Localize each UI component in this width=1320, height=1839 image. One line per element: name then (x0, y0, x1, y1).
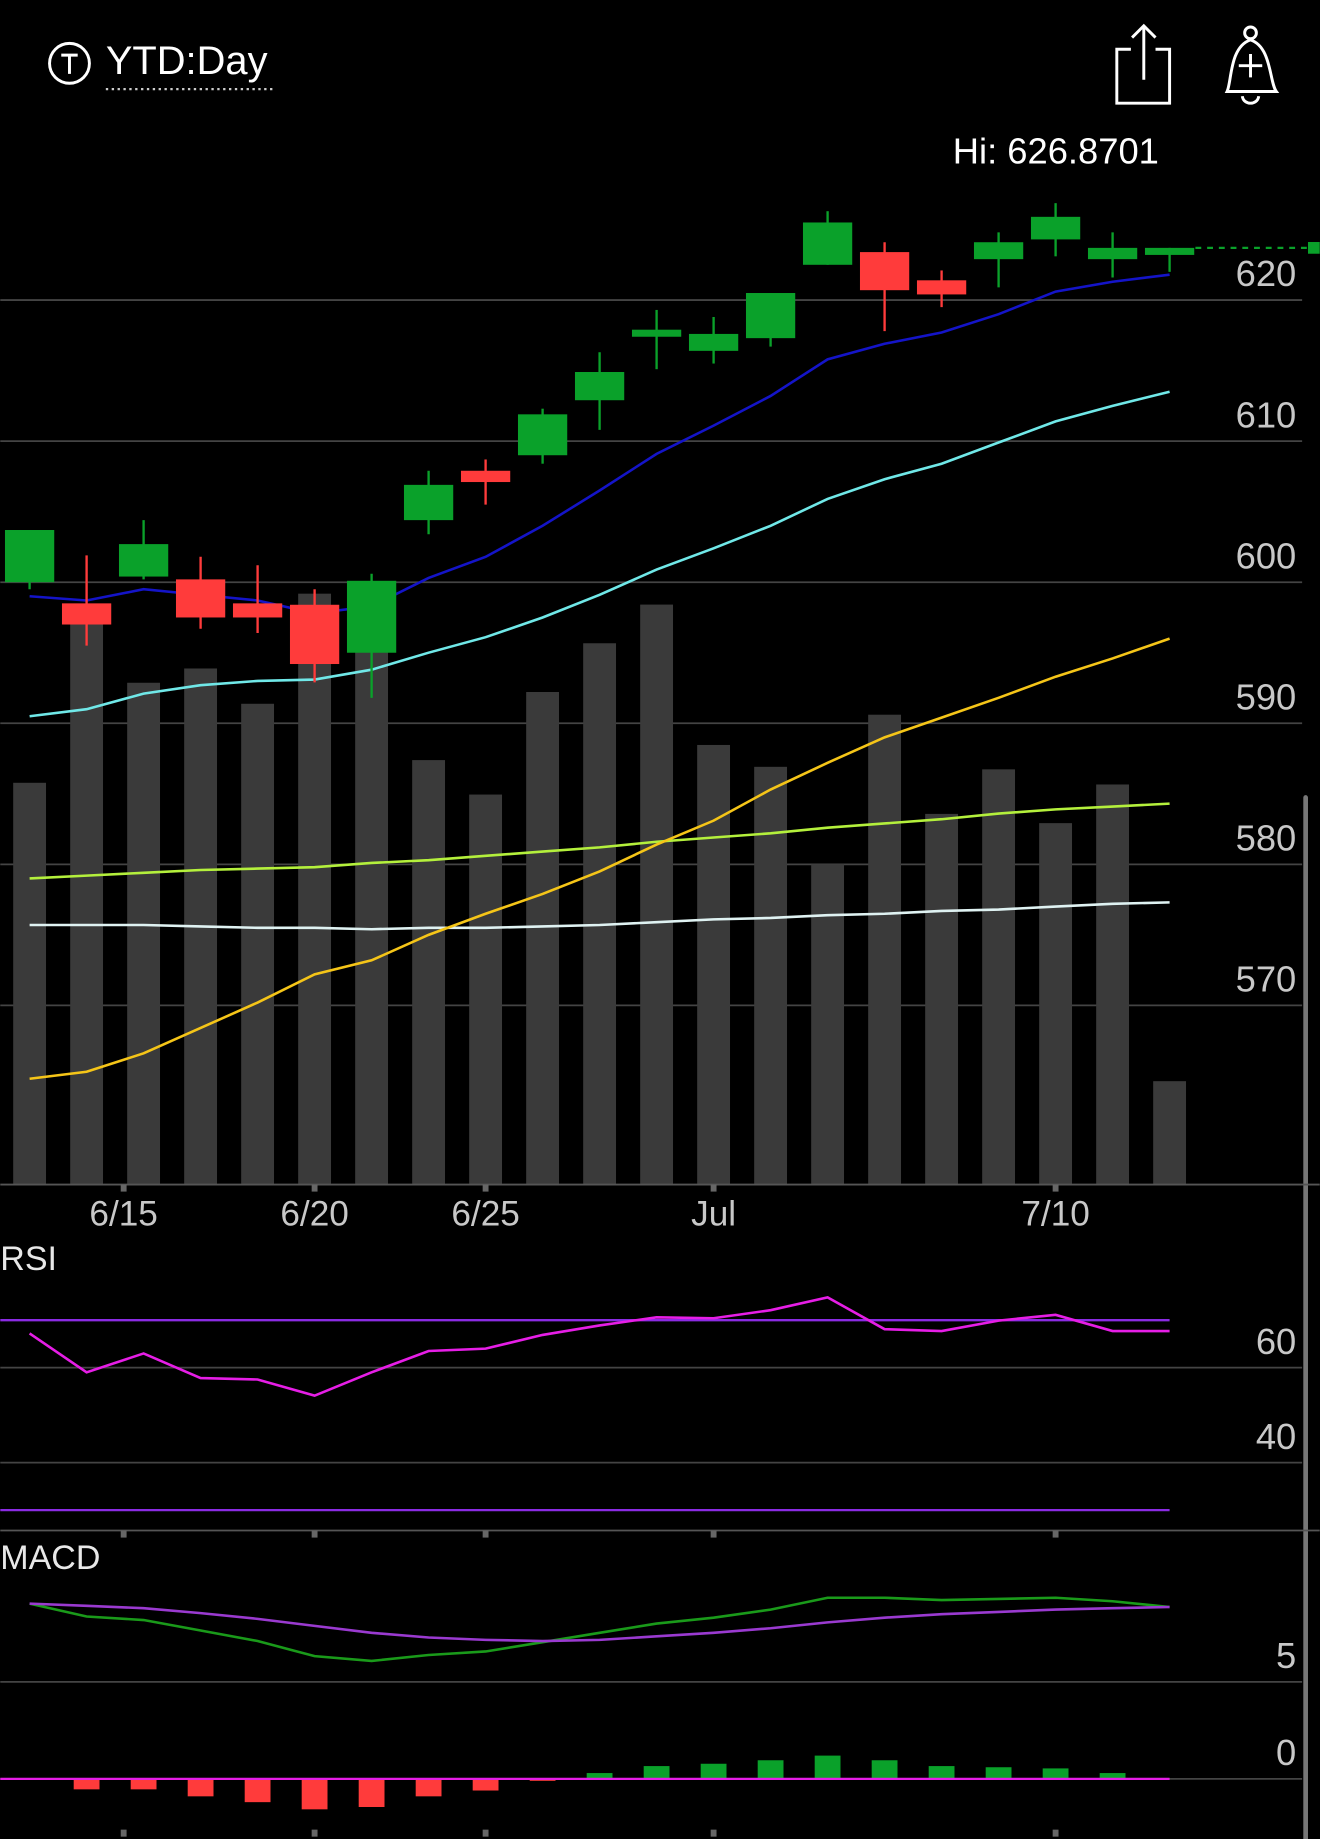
candle-body (517, 414, 568, 456)
candle-body (745, 293, 796, 339)
volume-bar (1153, 1081, 1187, 1185)
y-tick-label: 0 (1276, 1732, 1296, 1773)
y-tick-label: 60 (1256, 1321, 1296, 1362)
macd-histogram-bar (814, 1755, 841, 1779)
y-tick-label: 570 (1236, 959, 1297, 1000)
alert-button[interactable] (1224, 25, 1280, 105)
macd-histogram-bar (244, 1778, 271, 1803)
macd-histogram-bar (700, 1763, 727, 1779)
volume-bar (811, 864, 845, 1185)
timeframe-selector[interactable]: YTD:Day (48, 39, 275, 91)
candle-body (574, 372, 625, 401)
indicator-line (29, 390, 1170, 718)
volume-bar (412, 760, 446, 1185)
indicator-line (29, 1602, 1170, 1643)
macd-histogram-bar (358, 1778, 385, 1808)
candle-body (916, 280, 967, 295)
volume-bar (697, 744, 731, 1185)
panel-title: RSI (0, 1240, 57, 1278)
bell-plus (1238, 53, 1263, 78)
volume-bar (925, 813, 959, 1185)
candle-body (4, 530, 55, 583)
candle-body (289, 604, 340, 665)
bell-top (1243, 25, 1258, 41)
indicator-line (28, 1296, 1170, 1398)
candle-body (1030, 216, 1081, 240)
volume-bar (754, 766, 788, 1185)
candle-body (631, 329, 682, 337)
volume-bar (13, 782, 47, 1185)
ticker-icon-glyph (61, 53, 78, 74)
y-tick-label: 610 (1236, 394, 1297, 435)
macd-histogram-bar (301, 1778, 328, 1810)
candle-body (688, 333, 739, 351)
x-tick-label: 6/25 (451, 1195, 519, 1234)
candle-body (346, 580, 397, 653)
candle-body (859, 252, 910, 291)
candle-body (460, 470, 511, 483)
share-box (1115, 47, 1172, 105)
indicator-line (29, 802, 1170, 880)
volume-bar (526, 692, 560, 1185)
volume-bar (298, 593, 332, 1185)
macd-histogram-bar (130, 1778, 157, 1790)
macd-histogram-bar (871, 1760, 898, 1779)
volume-bar (1096, 784, 1130, 1185)
volume-bar (1039, 823, 1073, 1185)
timeframe-title[interactable]: YTD:Day (106, 39, 268, 83)
x-tick-label: Jul (691, 1195, 736, 1234)
volume-bar (127, 682, 161, 1185)
share-arrow (1131, 23, 1157, 80)
macd-histogram-bar (586, 1773, 613, 1779)
indicator-line (29, 901, 1170, 931)
y-tick-label: 590 (1236, 676, 1297, 717)
candle-body (118, 544, 169, 577)
volume-bar (640, 604, 674, 1185)
volume-bar (583, 643, 617, 1185)
last-price-marker (1307, 242, 1320, 254)
indicator-line (29, 1596, 1170, 1663)
candle-body (232, 603, 283, 618)
y-tick-label: 600 (1236, 535, 1297, 576)
high-annotation: Hi: 626.8701 (953, 130, 1159, 171)
candle-body (61, 603, 112, 625)
macd-histogram-bar (415, 1778, 442, 1797)
macd-histogram-bar (928, 1766, 955, 1779)
share-button[interactable] (1115, 23, 1172, 105)
x-tick-label: 7/10 (1021, 1195, 1089, 1234)
y-tick-label: 40 (1256, 1416, 1296, 1457)
volume-bar (868, 714, 902, 1185)
macd-histogram-bar (985, 1767, 1012, 1779)
macd-histogram-bar (757, 1760, 784, 1779)
macd-histogram-bar (187, 1778, 214, 1797)
candle-body (403, 484, 454, 521)
ticker-icon (48, 41, 91, 85)
bell-clapper (1240, 95, 1261, 105)
volume-bar (70, 622, 104, 1185)
macd-histogram-bar (1099, 1773, 1126, 1779)
volume-bar (241, 703, 275, 1185)
candle-body (802, 222, 853, 265)
macd-histogram-bar (643, 1766, 670, 1779)
macd-histogram-bar (73, 1778, 100, 1790)
candle-body (1087, 247, 1138, 260)
macd-histogram-bar (1042, 1768, 1069, 1779)
x-tick-label: 6/15 (89, 1195, 157, 1234)
candle-body (175, 579, 226, 618)
volume-bar (469, 794, 503, 1185)
y-tick-label: 5 (1276, 1635, 1296, 1676)
x-tick-label: 6/20 (280, 1195, 348, 1234)
candle-body (973, 242, 1024, 260)
indicator-line (29, 637, 1171, 1081)
panel-title: MACD (0, 1539, 100, 1577)
macd-histogram-bar (472, 1778, 499, 1791)
y-tick-label: 620 (1236, 253, 1297, 294)
y-tick-label: 580 (1236, 817, 1297, 858)
candle-body (1144, 247, 1195, 255)
volume-bar (982, 769, 1016, 1185)
